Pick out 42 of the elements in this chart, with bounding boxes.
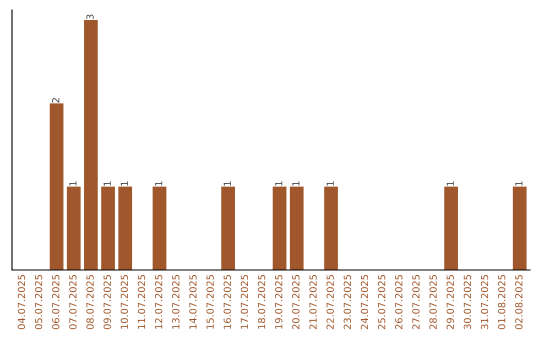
data-label: 1: [326, 181, 334, 186]
x-tick-label: 24.07.2025: [360, 275, 368, 330]
x-tick-label: 31.07.2025: [480, 275, 488, 330]
data-label: 1: [275, 181, 282, 186]
x-tick-label: 25.07.2025: [378, 275, 386, 330]
x-tick-label: 21.07.2025: [309, 275, 317, 330]
x-tick-label: 06.07.2025: [52, 275, 60, 330]
x-tick-label: 19.07.2025: [275, 275, 282, 329]
x-tick-label: 23.07.2025: [344, 275, 352, 330]
data-label: 1: [120, 181, 128, 186]
data-label: 1: [69, 181, 76, 186]
data-label: 3: [86, 14, 94, 20]
x-tick-label: 29.07.2025: [446, 275, 454, 330]
data-label: 1: [446, 181, 454, 186]
data-label: 1: [155, 181, 162, 186]
x-tick-label: 26.07.2025: [395, 275, 402, 330]
x-tick-label: 20.07.2025: [292, 275, 300, 330]
x-tick-label: 05.07.2025: [34, 275, 42, 330]
x-tick-label: 14.07.2025: [189, 275, 197, 329]
x-tick-label: 10.07.2025: [120, 275, 128, 329]
x-tick-label: 27.07.2025: [412, 275, 420, 330]
x-tick-label: 28.07.2025: [429, 275, 437, 330]
x-tick-label: 02.08.2025: [515, 275, 523, 330]
x-tick-label: 09.07.2025: [104, 275, 111, 330]
x-tick-label: 30.07.2025: [464, 275, 472, 330]
data-label: 1: [292, 181, 300, 186]
x-tick-label: 04.07.2025: [18, 275, 26, 330]
data-label: 1: [515, 181, 522, 186]
x-tick-label: 07.07.2025: [69, 275, 77, 330]
x-tick-label: 16.07.2025: [224, 275, 231, 329]
x-tick-label: 18.07.2025: [258, 275, 266, 329]
data-label: 1: [224, 181, 231, 186]
x-tick-label: 17.07.2025: [240, 275, 248, 329]
x-tick-label: 11.07.2025: [138, 275, 146, 329]
x-tick-label: 08.07.2025: [86, 275, 94, 330]
data-label: 1: [104, 181, 111, 186]
x-tick-label: 12.07.2025: [154, 275, 162, 329]
x-tick-label: 13.07.2025: [172, 275, 180, 329]
data-label: 2: [52, 98, 60, 103]
x-tick-label: 15.07.2025: [206, 275, 214, 329]
x-tick-label: 22.07.2025: [326, 275, 334, 330]
x-tick-label: 01.08.2025: [498, 275, 506, 330]
